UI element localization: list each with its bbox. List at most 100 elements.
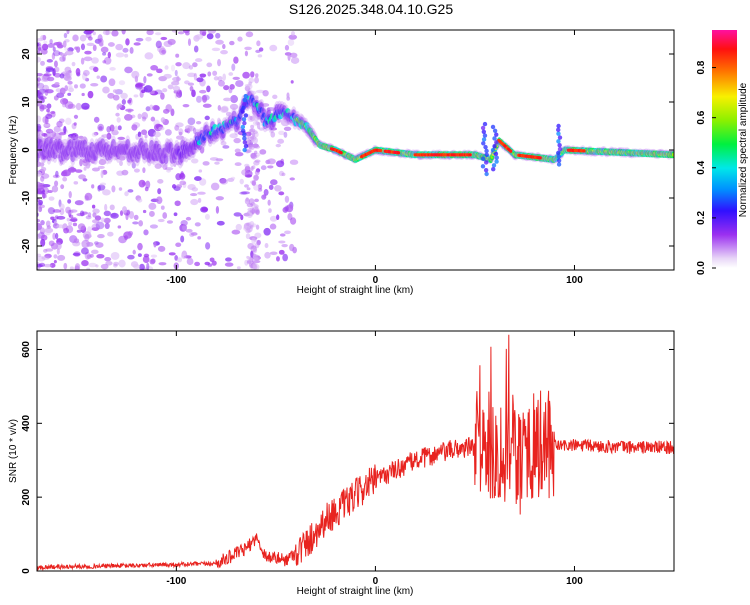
spectrogram-cell — [112, 89, 118, 93]
spectrogram-cell — [133, 168, 140, 173]
spectrogram-cell — [59, 208, 65, 216]
spectrogram-cell — [217, 117, 221, 124]
spectrogram-cell — [480, 164, 486, 169]
spectrogram-cell — [492, 128, 498, 133]
spectrogram-cell — [283, 126, 292, 132]
spectrogram-cell — [484, 171, 489, 177]
spectrogram-cell — [253, 137, 258, 144]
spectrogram-cell — [77, 223, 86, 231]
spectrogram-cell — [264, 251, 271, 259]
spectrogram-cell — [225, 111, 232, 117]
spectrogram-cell — [251, 237, 256, 245]
spectrogram-cell — [40, 175, 45, 182]
spectrogram-cell — [153, 241, 157, 248]
spectrogram-cell — [41, 43, 49, 51]
spectrogram-cell — [480, 125, 486, 131]
spectrogram-cell — [150, 116, 156, 122]
spectrogram-cell — [131, 70, 140, 79]
spectrogram-cell — [133, 214, 139, 221]
spectrogram-cell — [222, 43, 226, 50]
spectrogram-cell — [91, 249, 99, 255]
spectrogram-cell — [254, 232, 262, 239]
spectrogram-cell — [42, 192, 46, 199]
spectrogram-cell — [290, 217, 297, 225]
spectrogram-cell — [117, 125, 122, 131]
spectrogram-cell — [230, 176, 236, 180]
spectrogram-ytick-label: -10 — [21, 190, 32, 205]
spectrogram-cell — [40, 238, 46, 247]
spectrogram-cell — [194, 222, 201, 227]
spectrogram-cell — [179, 223, 187, 232]
spectrogram-cell — [124, 113, 133, 121]
spectrogram-cell — [254, 95, 259, 100]
spectrogram-cell — [257, 54, 263, 58]
spectrogram-cell — [243, 225, 251, 232]
spectrogram-cell — [81, 260, 89, 267]
spectrogram-cell — [279, 233, 286, 237]
spectrogram-cell — [47, 43, 55, 48]
spectrogram-cell — [117, 136, 126, 140]
spectrogram-cell — [242, 101, 247, 107]
spectrogram-cell — [72, 34, 79, 42]
spectrogram-cell — [175, 122, 184, 128]
spectrogram-cell — [89, 253, 94, 258]
spectrogram-cell — [492, 143, 497, 149]
spectrogram-cell — [206, 85, 211, 93]
spectrogram-cell — [67, 92, 72, 96]
spectrogram-cell — [100, 170, 104, 179]
spectrogram-cell — [173, 212, 178, 217]
spectrogram-cell — [40, 162, 44, 168]
spectrogram-cell — [54, 66, 60, 73]
spectrogram-cell — [137, 253, 142, 258]
spectrogram-cell — [82, 231, 92, 240]
spectrogram-cell — [101, 134, 111, 138]
spectrogram-cell — [278, 130, 285, 136]
spectrogram-cell — [100, 217, 105, 223]
spectrogram-cell — [135, 81, 144, 89]
spectrogram-cell — [210, 182, 220, 191]
spectrogram-cell — [59, 56, 66, 62]
spectrogram-cell — [202, 103, 212, 108]
colorbar-tick-label: 0.4 — [696, 160, 707, 174]
spectrogram-cell — [121, 30, 126, 35]
spectrogram-cell — [246, 187, 251, 191]
spectrogram-cell — [556, 158, 562, 163]
spectrogram-cell — [142, 167, 146, 174]
spectrogram-cell — [82, 72, 88, 81]
spectrogram-cell — [243, 94, 249, 99]
spectrogram-cell — [172, 85, 181, 92]
spectrogram-cell — [509, 149, 513, 153]
spectrogram-cell — [162, 163, 168, 171]
spectrogram-cell — [45, 113, 53, 120]
spectrogram-cell — [37, 218, 41, 223]
spectrogram-cell — [69, 266, 74, 270]
spectrogram-cell — [75, 46, 81, 53]
spectrogram-cell — [556, 150, 561, 156]
spectrogram-cell — [96, 254, 105, 259]
spectrogram-cell — [63, 227, 70, 234]
spectrogram-cell — [229, 133, 238, 139]
spectrogram-cell — [39, 104, 45, 112]
spectrogram-cell — [287, 38, 295, 46]
snr-xlabel: Height of straight line (km) — [297, 586, 414, 597]
colorbar-gradient — [712, 30, 737, 268]
spectrogram-cell — [177, 31, 185, 35]
spectrogram-cell — [105, 261, 113, 266]
spectrogram-cell — [54, 72, 61, 78]
spectrogram-cell — [153, 131, 161, 138]
spectrogram-cell — [132, 221, 139, 225]
spectrogram-cell — [557, 135, 563, 140]
spectrogram-cell — [43, 40, 48, 44]
spectrogram-cell — [70, 132, 79, 141]
spectrogram-cell — [86, 254, 92, 260]
spectrogram-cell — [255, 49, 261, 53]
spectrogram-cell — [37, 72, 43, 77]
spectrogram-cell — [64, 39, 70, 43]
spectrogram-cell — [37, 77, 41, 82]
snr-ytick-label: 400 — [21, 415, 32, 432]
spectrogram-cell — [83, 166, 87, 171]
spectrogram-cell — [180, 171, 184, 179]
spectrogram-cell — [97, 185, 101, 192]
spectrogram-cell — [187, 38, 192, 47]
